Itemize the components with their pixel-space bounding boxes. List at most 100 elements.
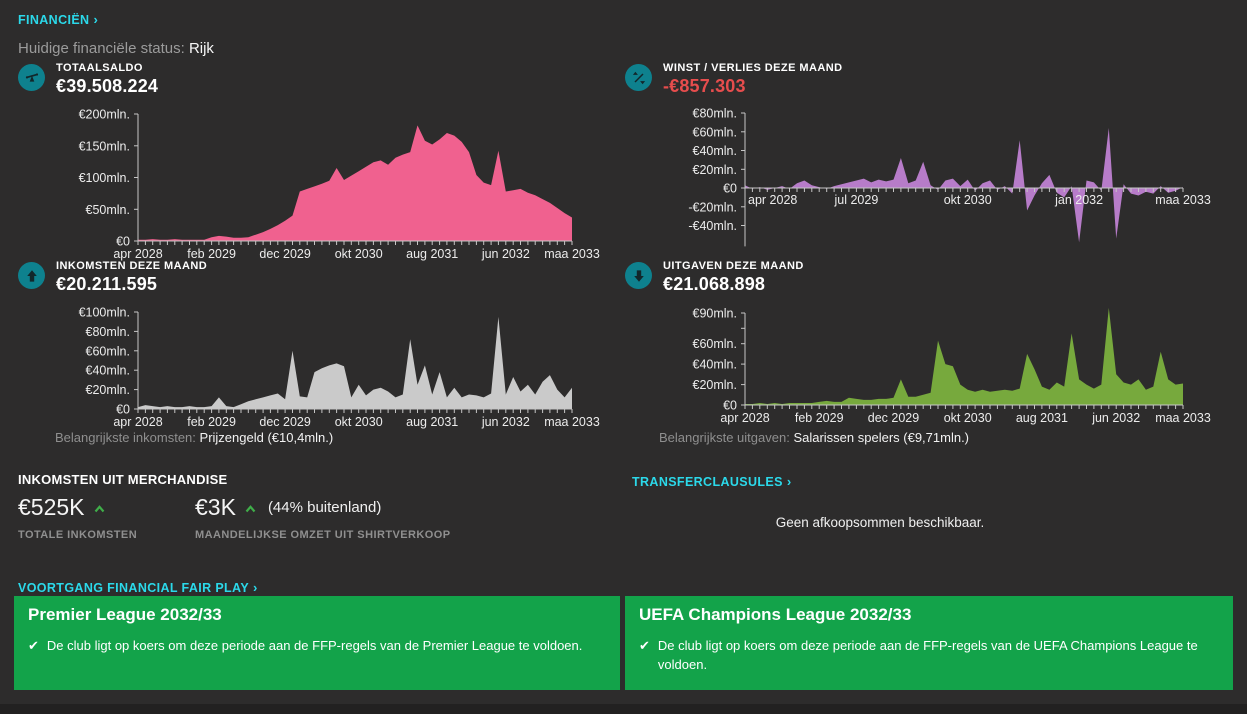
stat-value-totaalsaldo: €39.508.224 xyxy=(56,76,159,96)
svg-text:€40mln.: €40mln. xyxy=(86,364,130,378)
svg-text:€100mln.: €100mln. xyxy=(79,306,130,320)
transferclausules-empty-message: Geen afkoopsommen beschikbaar. xyxy=(775,515,985,530)
total-income-value: €525K xyxy=(18,494,85,520)
ffp-competition-title: UEFA Champions League 2032/33 xyxy=(639,605,912,624)
svg-text:€60mln.: €60mln. xyxy=(693,337,737,351)
ffp-link[interactable]: VOORTGANG FINANCIAL FAIR PLAY › xyxy=(18,580,258,595)
trend-up-icon xyxy=(94,500,105,518)
svg-text:aug 2031: aug 2031 xyxy=(1016,411,1068,425)
svg-text:okt 2030: okt 2030 xyxy=(944,193,992,207)
merchandise-total-income: €525K TOTALE INKOMSTEN xyxy=(18,494,195,541)
svg-text:feb 2029: feb 2029 xyxy=(795,411,844,425)
ffp-panel-premier-league: Premier League 2032/33 ✔ De club ligt op… xyxy=(14,596,620,690)
svg-text:€60mln.: €60mln. xyxy=(693,125,737,139)
arrow-up-icon xyxy=(18,262,45,289)
chevron-right-icon: › xyxy=(93,12,99,27)
svg-text:€150mln.: €150mln. xyxy=(79,139,130,153)
area-chart-svg: €0 €20mln. €40mln. €60mln. €90mln. apr 2028 fe… xyxy=(693,307,1211,426)
totaalsaldo-area-chart: €0 €50mln. €100mln. €150mln. €200mln. apr 202… xyxy=(60,106,610,268)
uitgaven-note: Belangrijkste uitgaven: Salarissen spele… xyxy=(659,430,969,445)
svg-text:€50mln.: €50mln. xyxy=(86,203,130,217)
svg-text:okt 2030: okt 2030 xyxy=(944,411,992,425)
svg-text:jun 2032: jun 2032 xyxy=(481,247,530,261)
svg-text:okt 2030: okt 2030 xyxy=(335,415,383,429)
svg-text:-€20mln.: -€20mln. xyxy=(688,200,737,214)
stat-inkomsten: INKOMSTEN DEZE MAAND €20.211.595 xyxy=(18,260,207,295)
svg-text:maa 2033: maa 2033 xyxy=(1155,411,1211,425)
uitgaven-note-label: Belangrijkste uitgaven: xyxy=(659,430,790,445)
inkomsten-note: Belangrijkste inkomsten: Prijzengeld (€1… xyxy=(55,430,333,445)
chevron-right-icon: › xyxy=(253,580,258,595)
svg-text:€20mln.: €20mln. xyxy=(86,383,130,397)
stat-title-totaalsaldo: TOTAALSALDO xyxy=(56,62,143,74)
svg-text:feb 2029: feb 2029 xyxy=(187,247,236,261)
uitgaven-note-value: Salarissen spelers (€9,71mln.) xyxy=(793,430,970,445)
svg-text:apr 2028: apr 2028 xyxy=(113,415,162,429)
svg-text:€20mln.: €20mln. xyxy=(693,378,737,392)
uitgaven-area-chart: €0 €20mln. €40mln. €60mln. €90mln. apr 2028 fe… xyxy=(655,306,1225,431)
ffp-link-label: VOORTGANG FINANCIAL FAIR PLAY xyxy=(18,581,250,595)
svg-text:€20mln.: €20mln. xyxy=(693,163,737,177)
merchandise-section: INKOMSTEN UIT MERCHANDISE €525K TOTALE I… xyxy=(18,472,451,541)
svg-text:jun 2032: jun 2032 xyxy=(481,415,530,429)
merchandise-shirt-sales: €3K (44% buitenland) MAANDELIJKSE OMZET … xyxy=(195,494,451,541)
balance-icon xyxy=(18,64,45,91)
svg-text:okt 2030: okt 2030 xyxy=(335,247,383,261)
shirt-sales-label: MAANDELIJKSE OMZET UIT SHIRTVERKOOP xyxy=(195,529,451,541)
stat-value-winst-verlies: -€857.303 xyxy=(663,76,746,96)
stat-totaalsaldo: TOTAALSALDO €39.508.224 xyxy=(18,62,158,97)
arrow-down-icon xyxy=(625,262,652,289)
total-income-label: TOTALE INKOMSTEN xyxy=(18,529,138,541)
svg-text:maa 2033: maa 2033 xyxy=(544,247,600,261)
area-chart-svg: €0 €20mln. €40mln. €60mln. €80mln. €100mln. ap… xyxy=(79,306,600,430)
financial-status-label: Huidige financiële status: xyxy=(18,40,185,57)
trend-up-icon xyxy=(245,500,256,518)
footer-strip xyxy=(0,704,1247,714)
inkomsten-area-chart: €0 €20mln. €40mln. €60mln. €80mln. €100mln. ap… xyxy=(60,305,610,435)
financial-status-line: Huidige financiële status: Rijk xyxy=(18,40,214,57)
financien-link[interactable]: FINANCIËN › xyxy=(18,12,98,27)
area-chart-svg: €0 €50mln. €100mln. €150mln. €200mln. apr 202… xyxy=(79,108,600,262)
svg-text:jun 2032: jun 2032 xyxy=(1091,411,1140,425)
shirt-sales-value: €3K xyxy=(195,494,236,520)
shirt-sales-suffix: (44% buitenland) xyxy=(267,499,382,516)
ffp-panel-champions-league: UEFA Champions League 2032/33 ✔ De club … xyxy=(625,596,1233,690)
svg-text:dec 2029: dec 2029 xyxy=(259,247,310,261)
ffp-message: De club ligt op koers om deze periode aa… xyxy=(46,638,583,653)
stat-value-inkomsten: €20.211.595 xyxy=(56,274,158,294)
inkomsten-note-value: Prijzengeld (€10,4mln.) xyxy=(199,430,334,445)
svg-text:maa 2033: maa 2033 xyxy=(544,415,600,429)
svg-text:€60mln.: €60mln. xyxy=(86,344,130,358)
svg-text:apr 2028: apr 2028 xyxy=(113,247,162,261)
svg-text:dec 2029: dec 2029 xyxy=(868,411,919,425)
transferclausules-link-label: TRANSFERCLAUSULES xyxy=(632,475,783,489)
svg-text:maa 2033: maa 2033 xyxy=(1155,193,1211,207)
svg-text:dec 2029: dec 2029 xyxy=(259,415,310,429)
svg-text:€80mln.: €80mln. xyxy=(86,325,130,339)
financien-link-label: FINANCIËN xyxy=(18,13,90,27)
chevron-right-icon: › xyxy=(786,474,792,489)
check-icon: ✔ xyxy=(639,638,650,653)
svg-text:apr 2028: apr 2028 xyxy=(720,411,769,425)
check-icon: ✔ xyxy=(28,638,39,653)
stat-title-uitgaven: UITGAVEN DEZE MAAND xyxy=(663,260,804,272)
stat-uitgaven: UITGAVEN DEZE MAAND €21.068.898 xyxy=(625,260,804,295)
svg-text:€0: €0 xyxy=(723,182,737,196)
svg-text:aug 2031: aug 2031 xyxy=(406,415,458,429)
svg-text:€200mln.: €200mln. xyxy=(79,108,130,122)
inkomsten-note-label: Belangrijkste inkomsten: xyxy=(55,430,196,445)
profit-loss-icon xyxy=(625,64,652,91)
svg-text:€100mln.: €100mln. xyxy=(79,171,130,185)
stat-value-uitgaven: €21.068.898 xyxy=(663,274,766,294)
ffp-message: De club ligt op koers om deze periode aa… xyxy=(657,638,1198,672)
ffp-competition-title: Premier League 2032/33 xyxy=(28,605,222,624)
svg-text:€80mln.: €80mln. xyxy=(693,107,737,121)
financial-status-value: Rijk xyxy=(188,40,214,57)
stat-winst-verlies: WINST / VERLIES DEZE MAAND -€857.303 xyxy=(625,62,843,97)
svg-text:€0: €0 xyxy=(116,403,130,417)
svg-text:feb 2029: feb 2029 xyxy=(187,415,236,429)
transferclausules-link[interactable]: TRANSFERCLAUSULES › xyxy=(632,474,792,489)
stat-title-winst-verlies: WINST / VERLIES DEZE MAAND xyxy=(663,62,843,74)
svg-text:jul 2029: jul 2029 xyxy=(834,193,879,207)
